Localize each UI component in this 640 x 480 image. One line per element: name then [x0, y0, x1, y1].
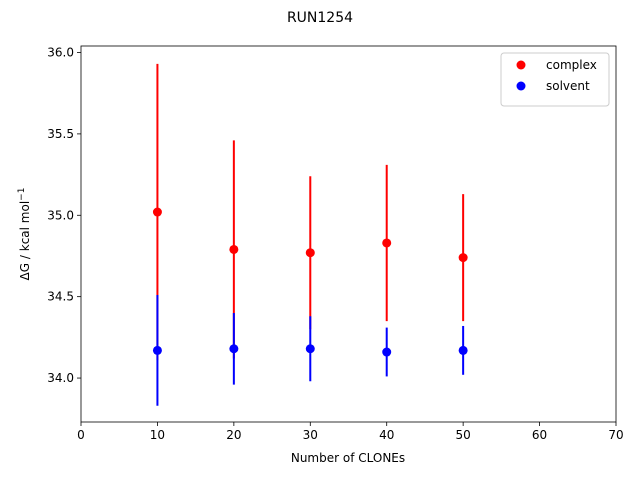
data-point: [305, 248, 315, 258]
data-point: [229, 244, 239, 254]
data-point: [382, 238, 392, 248]
data-point: [152, 207, 162, 217]
y-tick-label: 35.5: [47, 127, 74, 141]
axes-frame: [80, 45, 617, 423]
x-tick-label: 30: [303, 428, 318, 442]
legend: complex solvent: [500, 52, 610, 107]
series-solvent: [152, 295, 468, 406]
data-point: [458, 345, 468, 355]
chart-title: RUN1254: [287, 10, 353, 26]
x-tick-label: 70: [608, 428, 623, 442]
data-point: [229, 344, 239, 354]
x-tick-label: 40: [379, 428, 394, 442]
x-tick-label: 20: [226, 428, 241, 442]
data-point: [152, 345, 162, 355]
legend-marker: [516, 81, 526, 91]
y-axis-label: ΔG / kcal mol−1: [17, 188, 32, 281]
y-tick-label: 34.0: [47, 371, 74, 385]
x-tick-label: 50: [456, 428, 471, 442]
x-tick-label: 0: [77, 428, 85, 442]
legend-box: [500, 52, 610, 107]
legend-marker: [516, 60, 526, 70]
plot-area: 0 10 20 30 40 50 60 70 34.0 34.5 35.0 35.5 36.0: [47, 46, 623, 442]
y-tick-label: 36.0: [47, 46, 74, 60]
x-tick-label: 10: [150, 428, 165, 442]
x-tick-label: 60: [532, 428, 547, 442]
data-point: [458, 253, 468, 263]
y-axis-label-superscript: −1: [17, 188, 27, 201]
y-tick-label: 34.5: [47, 290, 74, 304]
legend-label: complex: [546, 58, 597, 72]
legend-label: solvent: [546, 79, 590, 93]
data-point: [305, 344, 315, 354]
series-complex: [152, 63, 468, 361]
x-axis-label: Number of CLONEs: [291, 451, 405, 465]
data-point: [382, 347, 392, 357]
y-tick-label: 35.0: [47, 208, 74, 222]
